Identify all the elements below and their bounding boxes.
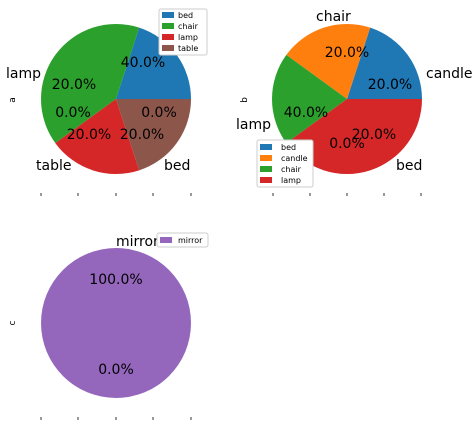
label-b-lamp: lamp xyxy=(236,117,271,133)
slice-a-bed xyxy=(116,27,191,99)
pct-a-table: 20.0% xyxy=(67,127,111,143)
pie-a-slices xyxy=(40,24,191,174)
slice-b-lamp xyxy=(286,99,422,175)
legend-a-label-bed: bed xyxy=(178,11,193,20)
legend-b-label-chair: chair xyxy=(281,165,302,174)
legend-b-label-bed: bed xyxy=(281,143,296,152)
legend-a-swatch-table xyxy=(162,45,174,51)
pct-b-zero: 0.0% xyxy=(329,136,365,152)
legend-a-label-chair: chair xyxy=(178,22,199,31)
pct-a-lamp: 20.0% xyxy=(52,77,96,93)
ylabel-b: b xyxy=(240,97,250,103)
pie-b-slices xyxy=(272,24,422,175)
legend-a-label-lamp: lamp xyxy=(178,33,198,42)
pct-a-zero-right: 0.0% xyxy=(141,105,177,121)
pct-c-mirror: 100.0% xyxy=(89,272,142,288)
pie-c-slices xyxy=(41,248,191,398)
pct-a-chair: 40.0% xyxy=(121,55,165,71)
slice-b-bed xyxy=(347,27,422,99)
ticks-a xyxy=(40,193,192,196)
legend-b-swatch-chair xyxy=(260,166,272,172)
slice-a-lamp xyxy=(55,99,140,174)
slice-c-mirror xyxy=(41,248,191,398)
legend-a-swatch-bed xyxy=(162,12,174,18)
legend-b-label-lamp: lamp xyxy=(281,176,301,185)
pct-b-lamp: 40.0% xyxy=(284,105,328,121)
legend-b-label-candle: candle xyxy=(281,154,308,163)
label-b-candle: candle xyxy=(426,66,473,82)
legend-a-label-table: table xyxy=(178,44,198,53)
pct-b-chair: 20.0% xyxy=(325,45,369,61)
ylabel-c: c xyxy=(8,320,18,325)
legend-a-swatch-chair xyxy=(162,23,174,29)
pct-c-zero: 0.0% xyxy=(98,362,134,378)
label-a-bed: bed xyxy=(164,158,190,174)
label-b-bed: bed xyxy=(396,158,422,174)
ticks-b xyxy=(272,193,422,196)
pct-b-bed: 20.0% xyxy=(352,127,396,143)
subplot-c: c mirror 100.0% 0.0% mirror xyxy=(8,232,209,420)
slice-a-table xyxy=(116,99,191,171)
subplot-a: a bed lamp table 20.0% 40.0% 20.0% 20.0%… xyxy=(6,8,208,196)
label-c-mirror: mirror xyxy=(116,234,159,250)
ylabel-a: a xyxy=(8,97,18,103)
legend-b-swatch-bed xyxy=(260,144,272,150)
pct-b-candle: 20.0% xyxy=(368,77,412,93)
slice-b-candle xyxy=(286,24,371,99)
subplot-b: b chair candle lamp bed 20.0% 20.0% 20.0… xyxy=(236,9,473,196)
slice-b-chair xyxy=(272,54,347,144)
label-a-lamp: lamp xyxy=(6,66,41,82)
legend-c-label-mirror: mirror xyxy=(178,236,203,245)
label-a-table: table xyxy=(36,158,71,174)
legend-a-swatch-lamp xyxy=(162,34,174,40)
legend-a: bed chair lamp table xyxy=(158,8,208,56)
pct-a-zero-left: 0.0% xyxy=(55,105,91,121)
ticks-c xyxy=(40,417,192,420)
pct-a-bed: 20.0% xyxy=(120,127,164,143)
slice-a-chair xyxy=(40,24,140,144)
legend-c-swatch-mirror xyxy=(160,237,172,243)
label-b-chair: chair xyxy=(316,9,351,25)
legend-b-swatch-lamp xyxy=(260,177,272,183)
legend-b: bed candle chair lamp xyxy=(256,139,314,188)
legend-b-swatch-candle xyxy=(260,155,272,161)
legend-c: mirror xyxy=(156,232,209,248)
